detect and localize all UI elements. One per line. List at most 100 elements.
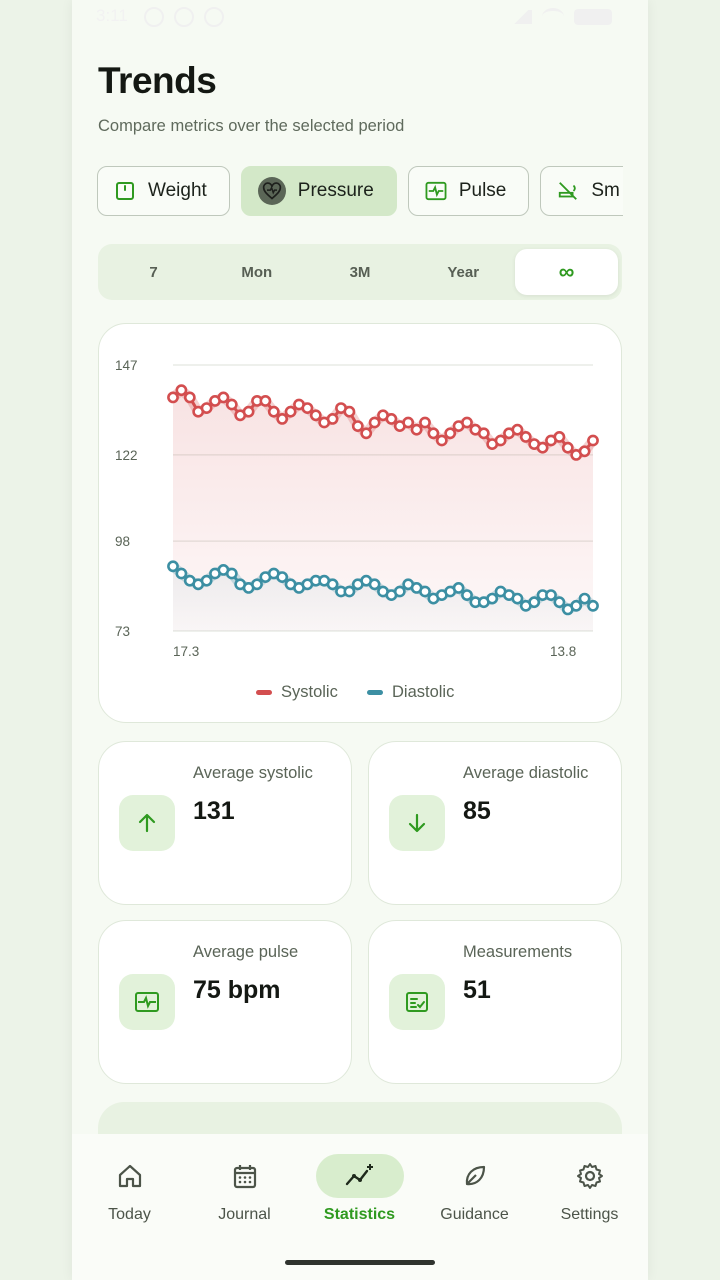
nav-journal[interactable]: Journal bbox=[187, 1154, 302, 1224]
data-point-diastolic bbox=[167, 560, 179, 573]
data-point-diastolic bbox=[419, 585, 431, 598]
y-tick-label: 73 bbox=[115, 624, 130, 639]
pulse-icon bbox=[425, 180, 447, 202]
battery-icon bbox=[574, 8, 612, 25]
legend-swatch-diastolic bbox=[367, 690, 383, 695]
scale-icon bbox=[114, 180, 136, 202]
data-point-systolic bbox=[360, 427, 373, 440]
period-month[interactable]: Mon bbox=[241, 263, 273, 281]
notification-icon bbox=[144, 7, 164, 27]
data-point-systolic bbox=[385, 413, 398, 425]
data-point-systolic bbox=[402, 416, 415, 429]
data-point-diastolic bbox=[545, 589, 557, 601]
data-point-systolic bbox=[444, 427, 457, 440]
page-subtitle: Compare metrics over the selected period bbox=[98, 117, 405, 135]
stat-label: Average systolic bbox=[193, 764, 313, 782]
pulse-icon bbox=[119, 974, 175, 1030]
data-point-systolic bbox=[536, 441, 549, 454]
data-point-systolic bbox=[326, 413, 339, 425]
data-point-systolic bbox=[553, 431, 566, 443]
chip-label: Pressure bbox=[297, 180, 374, 201]
data-point-systolic bbox=[167, 391, 179, 404]
page-title: Trends bbox=[98, 60, 217, 101]
data-point-diastolic bbox=[326, 578, 339, 591]
data-point-systolic bbox=[175, 384, 188, 397]
chip-weight[interactable]: Weight bbox=[97, 166, 230, 216]
nav-settings[interactable]: Settings bbox=[532, 1154, 647, 1224]
period-3m[interactable]: 3M bbox=[349, 263, 371, 281]
data-point-diastolic bbox=[461, 589, 473, 601]
blood-pressure-chart: 147 122 98 73 17.3 13.8 bbox=[115, 358, 599, 659]
heart-icon bbox=[257, 177, 286, 205]
checklist-icon bbox=[389, 974, 445, 1030]
period-all[interactable]: ∞ bbox=[514, 249, 619, 295]
data-point-systolic bbox=[284, 405, 297, 418]
data-point-systolic bbox=[351, 420, 364, 432]
nav-label: Settings bbox=[560, 1206, 619, 1223]
status-time: 3:11 bbox=[96, 6, 128, 25]
data-point-diastolic bbox=[343, 585, 356, 598]
data-point-systolic bbox=[587, 434, 599, 447]
data-point-diastolic bbox=[570, 599, 583, 612]
nav-guidance[interactable]: Guidance bbox=[417, 1154, 532, 1224]
data-point-systolic bbox=[343, 405, 356, 418]
data-point-diastolic bbox=[251, 578, 263, 591]
arrow-down-icon bbox=[389, 795, 445, 851]
data-point-systolic bbox=[276, 413, 289, 425]
nav-statistics[interactable]: Statistics bbox=[302, 1154, 417, 1224]
metric-chip-row[interactable]: Weight Pressure Pulse Sm bbox=[97, 166, 623, 216]
chip-label: Pulse bbox=[458, 180, 507, 201]
leaf-icon bbox=[431, 1154, 519, 1198]
home-indicator[interactable] bbox=[285, 1260, 435, 1265]
stat-label: Average pulse bbox=[193, 943, 299, 961]
data-point-diastolic bbox=[553, 596, 566, 609]
notification-icon bbox=[174, 7, 194, 27]
chip-label: Weight bbox=[148, 180, 207, 201]
data-point-systolic bbox=[561, 441, 574, 454]
data-point-systolic bbox=[301, 402, 314, 414]
data-point-systolic bbox=[242, 405, 255, 418]
data-point-systolic bbox=[519, 431, 532, 443]
nav-label: Journal bbox=[218, 1206, 271, 1223]
calendar-icon bbox=[201, 1154, 289, 1198]
gear-icon bbox=[546, 1154, 634, 1198]
data-point-systolic bbox=[200, 402, 213, 414]
data-point-systolic bbox=[419, 416, 431, 429]
data-point-systolic bbox=[225, 398, 238, 411]
data-point-systolic bbox=[309, 409, 322, 422]
stat-card-average-systolic: Average systolic 131 bbox=[98, 741, 352, 905]
chip-label: Sm bbox=[591, 180, 620, 201]
data-point-systolic bbox=[461, 416, 473, 429]
data-point-diastolic bbox=[175, 567, 188, 580]
period-year[interactable]: Year bbox=[447, 263, 480, 281]
notification-icons bbox=[144, 7, 224, 27]
chip-pulse[interactable]: Pulse bbox=[407, 166, 530, 216]
no-smoking-icon bbox=[557, 180, 579, 202]
status-bar: 3:11 bbox=[72, 0, 648, 34]
data-point-systolic bbox=[259, 395, 272, 407]
y-tick-label: 98 bbox=[115, 534, 130, 549]
nav-today[interactable]: Today bbox=[72, 1154, 187, 1224]
stat-card-average-pulse: Average pulse 75 bpm bbox=[98, 920, 352, 1084]
data-point-diastolic bbox=[276, 571, 289, 583]
data-point-systolic bbox=[427, 427, 440, 440]
chip-pressure[interactable]: Pressure bbox=[240, 166, 397, 216]
data-point-diastolic bbox=[511, 592, 524, 605]
data-point-diastolic bbox=[452, 581, 465, 594]
nav-label: Statistics bbox=[323, 1206, 396, 1223]
wifi-icon bbox=[542, 8, 564, 25]
data-point-systolic bbox=[183, 391, 196, 404]
period-7[interactable]: 7 bbox=[149, 263, 158, 281]
data-point-diastolic bbox=[225, 567, 238, 580]
period-selector[interactable]: 7 Mon 3M Year ∞ bbox=[98, 244, 622, 300]
data-point-systolic bbox=[578, 445, 591, 458]
arrow-up-icon bbox=[119, 795, 175, 851]
chip-smoking[interactable]: Sm bbox=[540, 166, 623, 216]
app-screen: 3:11 Trends Compare metrics over the sel… bbox=[72, 0, 648, 1280]
data-point-diastolic bbox=[587, 599, 599, 612]
data-point-systolic bbox=[494, 434, 507, 447]
legend-swatch-systolic bbox=[256, 690, 272, 695]
legend-item-systolic: Systolic bbox=[256, 683, 338, 702]
legend-item-diastolic: Diastolic bbox=[367, 683, 454, 702]
stat-value: 51 bbox=[463, 976, 491, 1004]
